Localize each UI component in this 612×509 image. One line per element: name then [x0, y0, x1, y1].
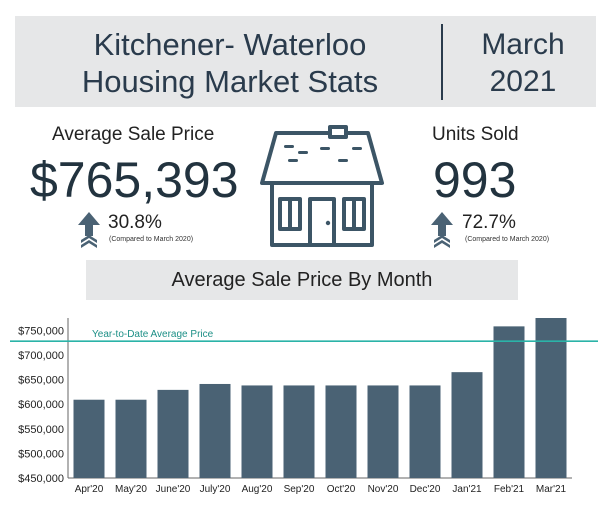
y-tick-label: $600,000	[18, 399, 64, 411]
bar	[199, 383, 231, 478]
bar	[241, 385, 273, 478]
x-tick-label: Aug'20	[242, 484, 273, 495]
x-tick-label: Jan'21	[452, 484, 482, 495]
y-tick-label: $750,000	[18, 325, 64, 337]
units-sold-value: 993	[433, 152, 517, 208]
x-tick-label: Sep'20	[284, 484, 315, 495]
y-tick-label: $550,000	[18, 424, 64, 436]
page-title: Kitchener- Waterloo Housing Market Stats	[81, 27, 379, 99]
bar	[535, 318, 567, 478]
house-icon	[260, 125, 384, 247]
bar	[367, 385, 399, 478]
bar	[325, 385, 357, 478]
y-tick-label: $700,000	[18, 350, 64, 362]
chart-section-title: Average Sale Price By Month	[86, 260, 518, 300]
y-tick-label: $450,000	[18, 473, 64, 485]
up-arrow-icon	[78, 212, 100, 248]
units-sold-label: Units Sold	[432, 124, 519, 145]
up-arrow-icon	[431, 212, 453, 248]
bar	[451, 372, 483, 478]
report-month: March 2021	[481, 28, 565, 98]
x-tick-label: Dec'20	[410, 484, 441, 495]
avg-price-change-note: (Compared to March 2020)	[109, 236, 194, 243]
x-tick-label: Apr'20	[75, 484, 104, 495]
avg-price-label: Average Sale Price	[52, 124, 215, 145]
bar-chart: $450,000 $500,000 $550,000 $600,000 $650,000…	[10, 318, 598, 495]
y-tick-label: $650,000	[18, 375, 64, 387]
x-tick-label: Nov'20	[368, 484, 399, 495]
x-tick-label: June'20	[156, 484, 191, 495]
bar	[409, 385, 441, 478]
bar	[157, 389, 189, 478]
ytd-average-label: Year-to-Date Average Price	[92, 329, 214, 340]
y-tick-label: $500,000	[18, 448, 64, 460]
units-sold-change-note: (Compared to March 2020)	[465, 236, 550, 243]
header-banner: Kitchener- Waterloo Housing Market Stats…	[15, 16, 596, 107]
bar	[115, 399, 147, 478]
units-sold-change: 72.7%	[462, 212, 516, 233]
bar	[283, 385, 315, 478]
avg-price-change: 30.8%	[108, 212, 162, 233]
x-tick-label: Mar'21	[536, 484, 567, 495]
x-tick-label: May'20	[115, 484, 147, 495]
header-divider	[441, 24, 443, 100]
avg-price-value: $765,393	[30, 152, 239, 208]
x-tick-label: July'20	[200, 484, 231, 495]
x-tick-label: Feb'21	[494, 484, 525, 495]
bar	[73, 399, 105, 478]
x-tick-label: Oct'20	[327, 484, 356, 495]
bar	[493, 326, 525, 478]
